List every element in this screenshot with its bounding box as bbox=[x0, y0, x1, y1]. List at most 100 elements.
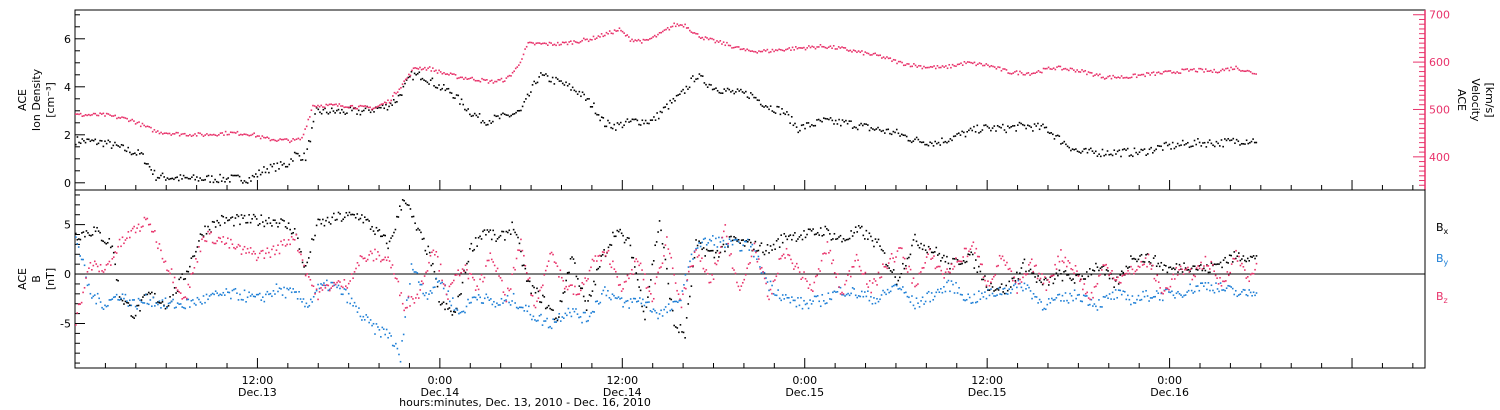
velocity-point bbox=[1081, 69, 1083, 71]
b-bx-point bbox=[277, 225, 279, 228]
b-bx-point bbox=[689, 295, 691, 298]
b-by-point bbox=[529, 313, 532, 316]
b-bz-point bbox=[762, 271, 765, 273]
velocity-point bbox=[891, 60, 893, 63]
b-by-point bbox=[730, 240, 732, 242]
b-bx-point bbox=[137, 304, 140, 307]
density-point bbox=[452, 97, 455, 99]
b-bz-point bbox=[1095, 285, 1097, 288]
b-bz-point bbox=[1128, 272, 1131, 275]
velocity-point bbox=[975, 64, 977, 67]
velocity-point bbox=[182, 133, 184, 135]
b-bx-point bbox=[362, 221, 365, 224]
velocity-point bbox=[322, 106, 324, 108]
density-point bbox=[269, 163, 272, 166]
velocity-point bbox=[525, 45, 528, 48]
density-point bbox=[1128, 155, 1131, 157]
b-bx-point bbox=[593, 280, 595, 283]
b-bz-point bbox=[1176, 274, 1179, 276]
b-bx-point bbox=[518, 242, 521, 245]
velocity-point bbox=[804, 48, 807, 51]
b-bx-point bbox=[1122, 271, 1125, 274]
b-bx-point bbox=[985, 286, 988, 288]
b-bz-point bbox=[324, 287, 327, 289]
b-bx-point bbox=[136, 304, 138, 307]
b-bx-point bbox=[936, 254, 939, 256]
b-bz-point bbox=[686, 279, 689, 281]
velocity-point bbox=[310, 109, 313, 112]
velocity-point bbox=[126, 117, 128, 120]
b-by-point bbox=[833, 290, 836, 293]
b-bx-point bbox=[442, 301, 445, 304]
b-bx-point bbox=[769, 245, 772, 247]
density-point bbox=[1056, 134, 1059, 137]
velocity-point bbox=[1132, 73, 1135, 76]
b-bz-point bbox=[877, 271, 880, 274]
b-bz-point bbox=[1223, 280, 1226, 283]
b-by-point bbox=[879, 298, 881, 301]
velocity-point bbox=[595, 37, 598, 39]
b-bz-point bbox=[779, 257, 782, 260]
b-by-point bbox=[271, 295, 273, 298]
b-bx-point bbox=[908, 256, 910, 259]
velocity-point bbox=[266, 136, 268, 138]
velocity-point bbox=[471, 76, 473, 79]
density-point bbox=[171, 177, 174, 180]
density-point bbox=[357, 109, 360, 112]
legend-bz: Bz bbox=[1436, 290, 1448, 305]
b-bz-point bbox=[289, 243, 291, 246]
b-by-point bbox=[220, 294, 223, 296]
b-bz-point bbox=[512, 266, 515, 269]
b-field-axis-ticks: -505 bbox=[60, 194, 85, 364]
b-bz-point bbox=[1118, 281, 1121, 284]
b-bz-point bbox=[142, 225, 144, 228]
velocity-point bbox=[216, 134, 218, 137]
b-by-point bbox=[1133, 301, 1135, 304]
b-bz-point bbox=[579, 289, 582, 292]
b-bz-point bbox=[854, 259, 856, 262]
velocity-point bbox=[370, 108, 373, 111]
density-point bbox=[1178, 144, 1181, 147]
density-point bbox=[497, 115, 499, 117]
b-bx-point bbox=[651, 263, 654, 266]
velocity-point bbox=[165, 132, 167, 134]
b-bx-point bbox=[661, 242, 664, 245]
density-point bbox=[1240, 142, 1243, 145]
b-by-point bbox=[154, 305, 156, 307]
velocity-point bbox=[941, 65, 944, 67]
density-point bbox=[1155, 148, 1157, 151]
b-bz-point bbox=[384, 256, 387, 259]
b-bz-point bbox=[190, 273, 193, 275]
velocity-point bbox=[185, 134, 188, 137]
b-bz-point bbox=[407, 295, 410, 298]
b-bx-point bbox=[927, 245, 930, 248]
b-bx-point bbox=[833, 232, 836, 235]
b-by-point bbox=[961, 294, 963, 296]
b-by-point bbox=[845, 293, 848, 296]
b-bz-point bbox=[466, 269, 468, 271]
b-bx-point bbox=[970, 251, 973, 254]
density-point bbox=[1156, 144, 1159, 147]
b-by-point bbox=[509, 304, 512, 306]
b-by-point bbox=[809, 299, 811, 301]
b-bx-point bbox=[115, 279, 118, 281]
b-bx-point bbox=[1222, 259, 1225, 261]
b-bz-point bbox=[892, 257, 894, 259]
b-by-point bbox=[485, 293, 488, 296]
b-bz-point bbox=[173, 276, 176, 279]
b-bz-point bbox=[924, 262, 927, 264]
velocity-point bbox=[597, 35, 600, 37]
density-point bbox=[602, 117, 605, 119]
b-by-point bbox=[525, 304, 527, 307]
velocity-point bbox=[226, 133, 229, 136]
velocity-point bbox=[84, 114, 87, 116]
b-bx-point bbox=[227, 219, 229, 222]
velocity-point bbox=[267, 137, 270, 140]
b-by-point bbox=[576, 313, 579, 315]
b-bz-point bbox=[797, 266, 800, 269]
velocity-point bbox=[1174, 72, 1177, 75]
density-point bbox=[927, 144, 930, 147]
density-point bbox=[756, 99, 759, 101]
b-bx-point bbox=[289, 228, 291, 231]
velocity-point bbox=[811, 45, 813, 48]
